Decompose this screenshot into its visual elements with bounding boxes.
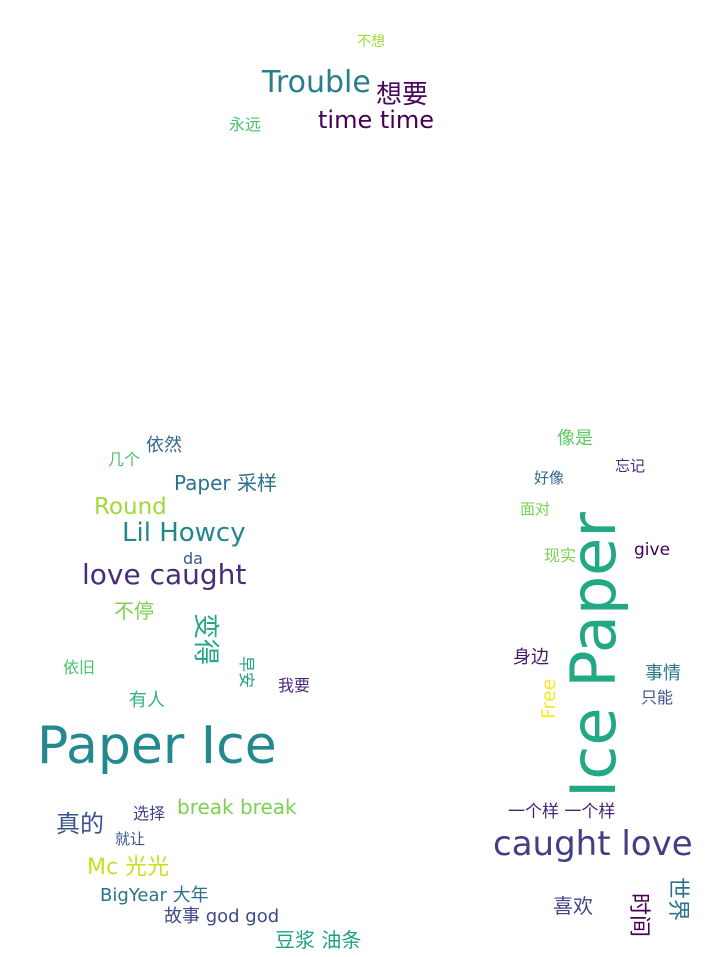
word-xianshi: 现实 — [544, 546, 577, 565]
word-jige: 几个 — [108, 450, 141, 469]
word-paperice: Paper Ice — [37, 716, 277, 776]
word-haoxiang: 好像 — [534, 469, 565, 487]
word-buxiang: 不想 — [357, 34, 385, 50]
word-yigeyang: 一个样 一个样 — [508, 802, 616, 822]
word-youren: 有人 — [129, 690, 165, 711]
word-round: Round — [94, 494, 167, 520]
word-zhineng: 只能 — [641, 688, 674, 707]
word-shijie: 世界 — [665, 877, 690, 922]
word-xihuan: 喜欢 — [553, 894, 593, 918]
word-breakbreak: break break — [177, 795, 297, 819]
word-yijiu: 依旧 — [63, 658, 96, 677]
word-zaoan: 早安 — [237, 656, 256, 689]
word-doujiang: 豆浆 油条 — [275, 928, 362, 952]
word-shenbian: 身边 — [513, 647, 549, 668]
word-da: da — [183, 549, 203, 568]
word-give: give — [634, 540, 671, 560]
word-xuanze: 选择 — [133, 804, 166, 823]
word-timetime: time time — [318, 106, 435, 134]
word-wangji: 忘记 — [615, 457, 646, 475]
word-papercaiyang: Paper 采样 — [174, 471, 277, 495]
word-lilhowcy: Lil Howcy — [122, 518, 246, 548]
word-shijian: 时间 — [626, 893, 651, 938]
word-bigyear: BigYear 大年 — [100, 885, 209, 906]
word-yongyuan: 永远 — [229, 115, 262, 134]
word-gushigod: 故事 god god — [164, 906, 280, 927]
word-zhende: 真的 — [56, 810, 104, 838]
word-mcguangguang: Mc 光光 — [87, 855, 170, 880]
word-free: Free — [538, 678, 560, 719]
word-trouble: Trouble — [262, 65, 371, 100]
word-shiqing: 事情 — [645, 663, 681, 684]
word-buting: 不停 — [114, 599, 154, 623]
word-xiangshi: 像是 — [557, 428, 593, 449]
word-lovecaught: love caught — [82, 558, 247, 591]
word-yiran: 依然 — [146, 435, 182, 456]
word-xiangyao: 想要 — [376, 80, 429, 110]
word-woyao: 我要 — [278, 676, 311, 695]
word-jiurang: 就让 — [115, 830, 146, 848]
word-biande: 变得 — [190, 613, 220, 666]
word-caughtlove: caught love — [493, 824, 693, 864]
word-miandui: 面对 — [520, 500, 551, 518]
